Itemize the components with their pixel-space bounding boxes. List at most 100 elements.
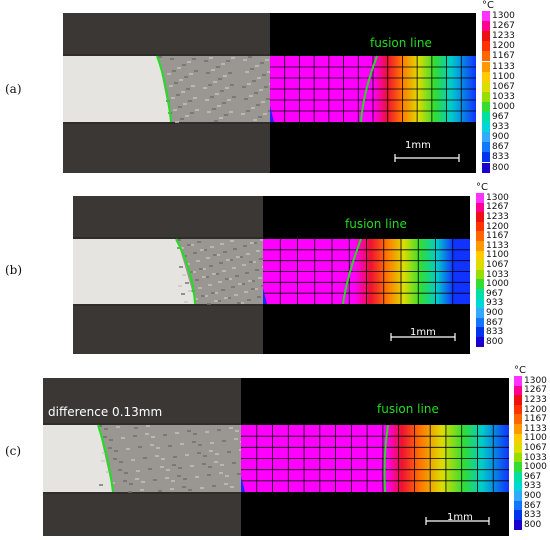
weld-texture [221,289,225,291]
colorbar-tick-label: 933 [524,481,542,492]
colorbar-swatch [514,452,522,463]
weld-texture [155,455,159,457]
weld-texture [182,64,186,66]
weld-texture [160,466,164,468]
weld-texture [214,300,218,302]
weld-texture [116,426,120,428]
weld-texture [119,461,123,463]
weld-texture [126,448,130,450]
colorbar-swatch [476,231,484,241]
colorbar-tick-label: 1033 [524,452,547,463]
weld-texture [213,81,217,83]
weld-texture [133,435,137,437]
weld-texture [102,452,106,454]
colorbar-swatch [476,327,484,337]
weld-texture [239,256,243,258]
weld-texture [148,468,152,470]
weld-texture [260,62,264,64]
panel-c-figure [43,378,509,536]
colorbar-swatch [482,162,490,173]
weld-texture [260,239,264,241]
weld-texture [253,119,257,121]
weld-texture [203,455,207,457]
weld-texture [113,458,117,460]
colorbar-tick-label: 1233 [492,31,515,42]
colorbar-swatch [482,122,490,133]
weld-texture [225,278,229,280]
colorbar-tick-label: 900 [524,491,542,501]
weld-texture [134,427,138,429]
colorbar-swatch [476,202,484,213]
colorbar-tick-label: 900 [486,308,504,318]
colorbar-swatch [482,51,490,62]
scale-bar-label-a: 1mm [405,140,431,151]
weld-texture [258,116,262,118]
weld-texture [106,471,110,473]
colorbar-swatch [514,424,522,434]
colorbar-tick-label: 1100 [524,433,547,444]
colorbar-tick-label: 1200 [486,221,509,232]
colorbar-swatch [482,142,490,153]
colorbar-tick-label: 800 [492,162,510,173]
weld-texture [244,98,248,100]
panel-a-svg [63,13,476,173]
weld-texture [215,273,219,275]
weld-texture [183,103,187,105]
weld-texture [213,254,217,256]
colorbar-tick-label: 867 [524,500,542,511]
weld-texture [227,451,231,453]
weld-texture [192,271,196,273]
weld-texture [101,460,105,462]
weld-texture [223,75,227,77]
weld-texture [250,242,254,244]
weld-texture [248,280,252,282]
colorbar-swatch [482,21,490,32]
weld-texture [165,477,169,479]
weld-texture [266,98,270,100]
weld-texture [229,259,233,261]
weld-texture [194,70,198,72]
weld-texture [244,291,248,293]
colorbar-tick-label: 1300 [492,11,515,22]
weld-texture [245,71,249,73]
weld-texture [225,475,229,477]
simulation-fusion-line [383,424,389,493]
colorbar-tick-label: 867 [492,142,510,153]
weld-texture [193,97,197,99]
colorbar-tick-label: 1033 [492,91,515,102]
weld-texture [210,442,214,444]
weld-texture [217,105,221,107]
weld-texture [170,58,174,60]
weld-texture [172,464,176,466]
colorbar-unit-b: °C [476,182,488,193]
colorbar-swatch [476,337,484,347]
weld-texture [243,59,247,61]
weld-texture [256,104,260,106]
weld-texture [247,83,251,85]
weld-texture [186,263,190,265]
micrograph-fusion-line [156,55,172,123]
colorbar-swatch [514,462,522,472]
colorbar-tick-label: 1000 [492,101,515,112]
weld-texture [156,447,160,449]
weld-texture [182,274,186,276]
panel-label-a: (a) [5,82,22,96]
colorbar-tick-label: 933 [492,122,510,133]
colorbar-tick-label: 833 [486,327,504,338]
weld-texture [229,427,233,429]
weld-texture [241,283,245,285]
weld-texture [190,465,194,467]
simulation-fusion-line [360,55,378,123]
lower-plate [63,124,270,173]
weld-texture [201,295,205,297]
weld-texture [103,436,107,438]
weld-texture [185,454,189,456]
weld-texture [241,113,245,115]
weld-texture [205,431,209,433]
colorbar-swatch [482,112,490,123]
weld-texture [209,265,213,267]
colorbar-swatch [482,71,490,82]
weld-texture [146,425,150,427]
colorbar-swatch [482,101,490,112]
weld-texture [171,97,175,99]
